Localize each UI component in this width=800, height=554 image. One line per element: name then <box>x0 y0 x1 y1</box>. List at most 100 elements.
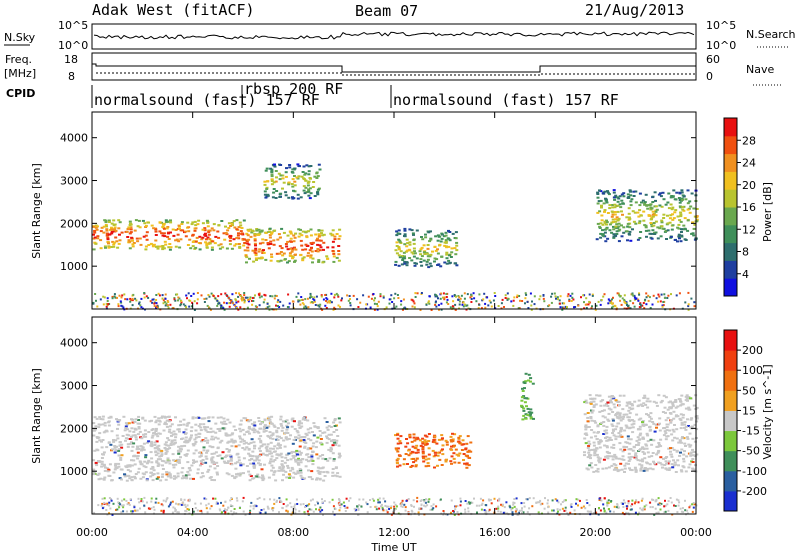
echo-cell <box>234 445 238 448</box>
echo-cell <box>603 231 607 234</box>
echo-cell <box>242 457 246 460</box>
echo-cell <box>329 446 333 449</box>
echo-cell <box>645 432 649 435</box>
echo-cell <box>338 499 341 501</box>
echo-cell <box>206 416 210 419</box>
echo-cell <box>627 409 631 412</box>
echo-cell <box>244 254 248 257</box>
echo-cell <box>277 172 281 175</box>
echo-cell <box>425 252 429 255</box>
echo-cell <box>215 502 218 505</box>
echo-cell <box>659 508 662 511</box>
echo-cell <box>131 243 135 246</box>
echo-cell <box>194 433 198 436</box>
echo-cell <box>436 295 439 298</box>
echo-cell <box>317 472 321 474</box>
echo-cell <box>659 445 663 448</box>
echo-cell <box>676 240 679 243</box>
echo-cell <box>203 426 207 428</box>
echo-cell <box>633 466 637 469</box>
echo-cell <box>388 302 391 305</box>
colorbar-tick-label: -15 <box>742 425 760 438</box>
echo-cell <box>261 238 265 241</box>
echo-cell <box>429 508 432 511</box>
echo-cell <box>527 379 530 382</box>
echo-cell <box>244 441 248 444</box>
echo-cell <box>677 197 681 199</box>
echo-cell <box>544 497 546 500</box>
echo-cell <box>395 241 399 244</box>
echo-cell <box>693 440 697 443</box>
echo-cell <box>608 229 612 232</box>
echo-cell <box>271 507 274 509</box>
echo-cell <box>369 499 371 501</box>
echo-cell <box>241 447 245 449</box>
echo-cell <box>110 246 114 248</box>
echo-cell <box>560 503 562 506</box>
echo-cell <box>454 308 457 311</box>
echo-cell <box>464 508 467 511</box>
echo-cell <box>617 240 621 243</box>
echo-cell <box>524 380 528 383</box>
echo-cell <box>253 505 256 508</box>
echo-cell <box>257 431 261 434</box>
echo-cell <box>273 445 277 448</box>
echo-cell <box>188 299 191 302</box>
echo-cell <box>113 241 117 244</box>
echo-cell <box>498 497 501 500</box>
echo-cell <box>627 460 631 462</box>
echo-cell <box>318 508 321 511</box>
beam-label: Beam 07 <box>355 2 418 20</box>
echo-cell <box>187 226 191 229</box>
echo-cell <box>637 299 640 302</box>
echo-cell <box>439 240 443 243</box>
echo-cell <box>237 295 240 298</box>
echo-cell <box>133 434 137 437</box>
echo-cell <box>290 250 294 253</box>
echo-cell <box>253 233 257 235</box>
echo-cell <box>638 237 642 239</box>
echo-cell <box>682 466 686 469</box>
echo-cell <box>275 295 278 297</box>
echo-cell <box>556 508 559 511</box>
echo-cell <box>120 454 124 457</box>
echo-cell <box>269 242 272 245</box>
echo-cell <box>265 426 269 429</box>
echo-cell <box>406 463 409 465</box>
echo-cell <box>192 444 196 447</box>
echo-cell <box>464 511 467 514</box>
echo-cell <box>601 192 605 195</box>
echo-cell <box>321 498 323 501</box>
echo-cell <box>299 503 302 506</box>
echo-cell <box>529 408 533 411</box>
echo-cell <box>669 450 672 453</box>
echo-cell <box>634 222 638 225</box>
echo-cell <box>588 300 591 303</box>
echo-cell <box>260 256 264 259</box>
echo-cell <box>590 307 593 310</box>
echo-cell <box>230 247 234 250</box>
echo-cell <box>318 168 322 171</box>
echo-cell <box>503 506 506 509</box>
echo-cell <box>207 502 210 505</box>
echo-cell <box>293 175 296 177</box>
echo-cell <box>670 455 674 458</box>
echo-cell <box>164 478 168 481</box>
colorbar-tick-label: -200 <box>742 485 767 498</box>
echo-cell <box>252 504 255 507</box>
echo-cell <box>263 190 267 193</box>
echo-cell <box>176 293 179 296</box>
echo-cell <box>251 297 254 299</box>
echo-cell <box>331 240 335 243</box>
echo-cell <box>360 505 363 508</box>
echo-cell <box>340 503 343 506</box>
echo-cell <box>335 233 339 235</box>
echo-cell <box>646 467 650 470</box>
echo-cell <box>139 477 143 480</box>
echo-cell <box>304 298 307 301</box>
echo-cell <box>396 465 399 468</box>
echo-cell <box>412 457 415 460</box>
echo-cell <box>176 428 180 431</box>
echo-cell <box>334 508 337 510</box>
echo-cell <box>627 438 630 441</box>
